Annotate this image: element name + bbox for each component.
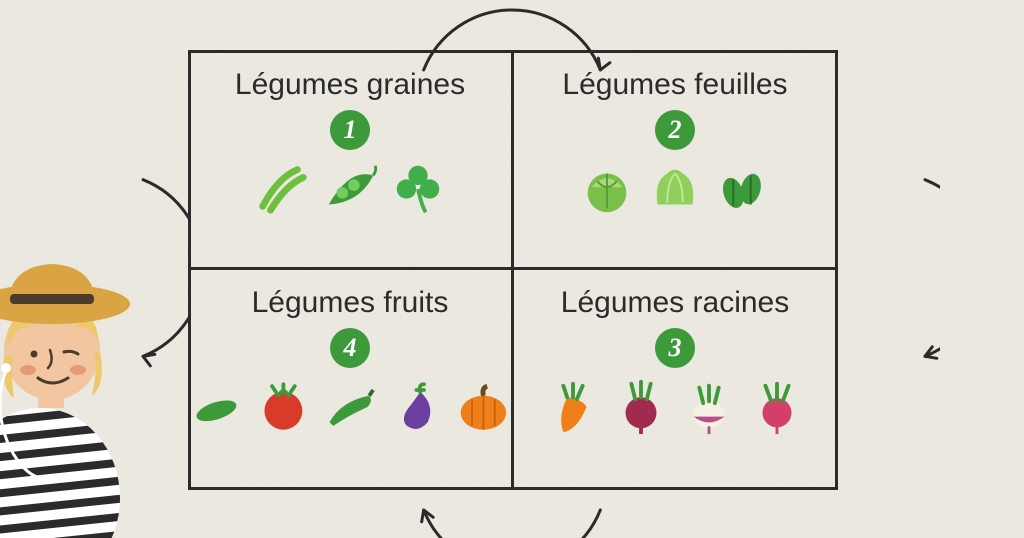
cycle-arrow-bottom bbox=[402, 470, 622, 538]
pumpkin-icon bbox=[455, 378, 512, 436]
step-badge-2: 2 bbox=[655, 110, 695, 150]
tomato-icon bbox=[255, 378, 312, 436]
green-beans-icon bbox=[253, 160, 311, 218]
spinach-icon bbox=[714, 160, 772, 218]
zucchini-icon bbox=[322, 378, 379, 436]
turnip-icon bbox=[680, 378, 738, 436]
quadrant-title: Légumes fruits bbox=[188, 286, 512, 320]
quadrant-title: Légumes racines bbox=[512, 286, 838, 320]
quadrant-graines: Légumes graines 1 bbox=[188, 50, 512, 268]
icons-row bbox=[188, 378, 512, 436]
icons-row bbox=[188, 160, 512, 218]
icons-row bbox=[512, 378, 838, 436]
icons-row bbox=[512, 160, 838, 218]
carrot-icon bbox=[544, 378, 602, 436]
pea-pod-icon bbox=[321, 160, 379, 218]
gardener-character bbox=[0, 238, 150, 538]
radish-icon bbox=[748, 378, 806, 436]
eggplant-icon bbox=[388, 378, 445, 436]
quadrant-racines: Légumes racines 3 bbox=[512, 268, 838, 490]
step-badge-4: 4 bbox=[330, 328, 370, 368]
quadrant-feuilles: Légumes feuilles 2 bbox=[512, 50, 838, 268]
cycle-arrow-right bbox=[840, 158, 940, 378]
cycle-arrow-top bbox=[402, 0, 622, 80]
quadrant-fruits: Légumes fruits 4 bbox=[188, 268, 512, 490]
beet-icon bbox=[612, 378, 670, 436]
cucumber-icon bbox=[188, 378, 245, 436]
cabbage-icon bbox=[578, 160, 636, 218]
step-badge-3: 3 bbox=[655, 328, 695, 368]
lettuce-icon bbox=[646, 160, 704, 218]
step-badge-1: 1 bbox=[330, 110, 370, 150]
clover-icon bbox=[389, 160, 447, 218]
